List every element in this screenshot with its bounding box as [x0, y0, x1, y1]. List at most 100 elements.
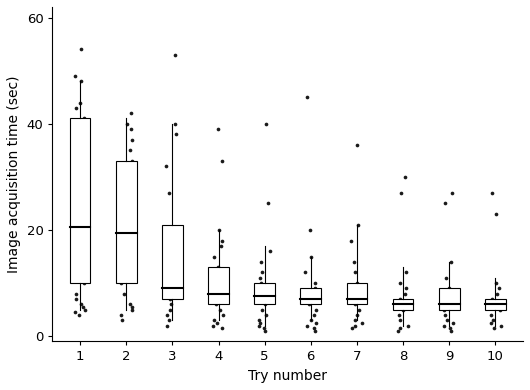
Point	[171, 227, 180, 233]
Point	[128, 304, 136, 310]
Point	[219, 312, 227, 318]
Point	[255, 317, 263, 323]
Point	[350, 259, 359, 265]
Point	[396, 280, 404, 286]
Point	[217, 158, 226, 164]
Point	[402, 269, 410, 276]
Point	[122, 238, 130, 244]
Point	[488, 190, 497, 196]
Point	[72, 222, 81, 228]
Point	[303, 94, 312, 100]
Point	[73, 179, 82, 185]
Point	[447, 296, 456, 302]
Point	[496, 301, 504, 307]
Point	[350, 269, 359, 276]
Point	[75, 121, 84, 127]
X-axis label: Try number: Try number	[248, 369, 327, 383]
Bar	[208, 267, 229, 304]
Point	[353, 312, 361, 318]
Point	[358, 320, 367, 326]
Point	[122, 179, 131, 185]
Point	[165, 280, 174, 286]
Point	[311, 280, 320, 286]
Point	[172, 131, 180, 138]
Point	[80, 115, 88, 122]
Point	[445, 285, 454, 291]
Point	[126, 301, 134, 307]
Point	[74, 131, 83, 138]
Point	[73, 142, 82, 148]
Point	[354, 222, 363, 228]
Point	[121, 259, 130, 265]
Bar	[393, 299, 413, 310]
Point	[77, 275, 85, 281]
Point	[80, 280, 89, 286]
Point	[74, 211, 82, 217]
Bar	[439, 288, 460, 310]
Point	[127, 126, 135, 132]
Point	[209, 296, 217, 302]
Point	[351, 323, 359, 329]
Point	[353, 142, 361, 148]
Point	[214, 264, 223, 270]
Point	[488, 296, 497, 302]
Point	[487, 312, 495, 318]
Point	[118, 248, 126, 254]
Point	[213, 320, 221, 326]
Bar	[301, 288, 321, 304]
Point	[171, 121, 179, 127]
Point	[125, 147, 134, 153]
Point	[491, 211, 500, 217]
Point	[302, 296, 311, 302]
Point	[441, 275, 450, 281]
Point	[307, 254, 315, 260]
Point	[215, 227, 224, 233]
Point	[77, 168, 86, 175]
Point	[164, 317, 173, 323]
Point	[358, 296, 367, 302]
Bar	[116, 161, 137, 283]
Point	[210, 317, 218, 323]
Point	[174, 254, 182, 260]
Point	[77, 301, 85, 307]
Point	[219, 269, 227, 276]
Point	[75, 190, 84, 196]
Point	[72, 291, 80, 297]
Point	[393, 328, 402, 334]
Bar	[162, 225, 183, 299]
Point	[493, 291, 501, 297]
Point	[74, 312, 83, 318]
Point	[257, 280, 266, 286]
Point	[440, 323, 448, 329]
Point	[255, 275, 264, 281]
Point	[217, 280, 225, 286]
Point	[495, 285, 504, 291]
Point	[163, 323, 172, 329]
Point	[169, 275, 177, 281]
Point	[72, 216, 81, 222]
Point	[441, 312, 450, 318]
Point	[122, 190, 131, 196]
Point	[212, 291, 220, 297]
Point	[301, 269, 309, 276]
Point	[77, 78, 85, 84]
Point	[119, 216, 128, 222]
Point	[255, 323, 263, 329]
Point	[214, 126, 223, 132]
Point	[167, 301, 175, 307]
Point	[348, 325, 357, 332]
Point	[163, 312, 171, 318]
Point	[396, 317, 404, 323]
Point	[262, 312, 270, 318]
Point	[260, 325, 268, 332]
Point	[401, 174, 409, 180]
Point	[446, 301, 455, 307]
Point	[127, 222, 135, 228]
Point	[258, 307, 267, 313]
Point	[347, 238, 356, 244]
Point	[311, 307, 320, 313]
Point	[264, 200, 272, 207]
Point	[171, 51, 179, 58]
Point	[212, 301, 220, 307]
Point	[311, 285, 319, 291]
